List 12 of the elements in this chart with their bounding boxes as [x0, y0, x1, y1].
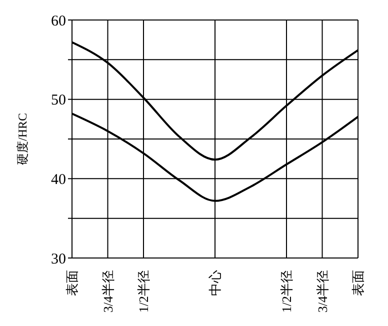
x-tick-label: 1/2半径 [136, 270, 151, 313]
y-tick-label: 30 [51, 251, 66, 268]
x-tick-label: 1/2半径 [279, 270, 294, 313]
y-tick-label: 40 [51, 172, 66, 188]
x-tick-label: 3/4半径 [100, 270, 116, 313]
y-tick-label: 60 [51, 13, 66, 30]
x-tick-label: 表面 [64, 270, 80, 296]
y-tick-label: 50 [51, 92, 66, 109]
x-tick-label: 表面 [350, 270, 366, 296]
x-tick-label: 3/4半径 [314, 270, 330, 313]
x-tick-label: 中心 [208, 270, 222, 296]
y-axis-title: 硬度/HRC [15, 112, 30, 166]
